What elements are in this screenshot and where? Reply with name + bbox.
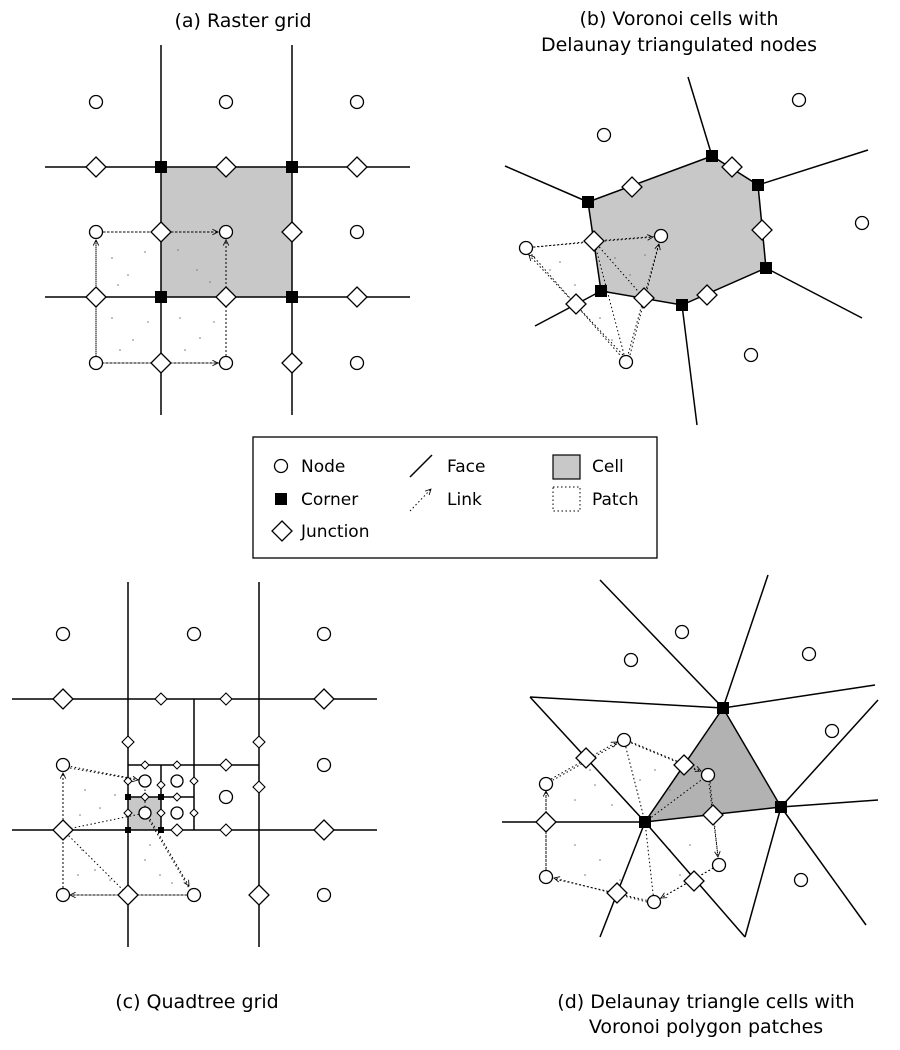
panel-c-corners [125,794,164,833]
panel-a-nodes [88,94,365,371]
panel-a-raster-grid [45,45,410,415]
panel-b-nodes [518,92,870,370]
legend-link-symbol [409,489,431,512]
panel-d-title-line-1: (d) Delaunay triangle cells with [557,991,854,1013]
panel-c-junctions-small [123,760,199,818]
panel-b-voronoi-grid [504,76,870,426]
panel-b-junctions [565,156,773,315]
panel-d-title-line-2: Voronoi polygon patches [589,1016,823,1038]
legend-junction-symbol [271,520,293,542]
legend-cell-label: Cell [592,457,624,477]
panel-a-junctions [85,156,368,374]
panel-c-nodes [55,626,332,903]
legend-junction-label: Junction [300,522,369,542]
panel-d-nodes [538,624,840,910]
panel-c-quadtree-grid [12,582,377,947]
panel-d-cell [645,708,781,822]
legend-corner-label: Corner [301,490,358,510]
panel-b-title-line-2: Delaunay triangulated nodes [541,34,817,56]
legend-face-label: Face [447,457,485,477]
legend: Node Corner Junction Face Link Cell Patc… [252,436,658,559]
legend-patch-label: Patch [592,490,639,510]
panel-a-title: (a) Raster grid [174,10,311,32]
panel-d-corners [639,702,787,828]
legend-node-symbol [273,458,289,474]
panel-d-delaunay-grid [502,574,879,938]
panel-b-cell [588,156,766,305]
panel-d-junctions [535,747,724,904]
panel-c-junctions-large [52,688,335,906]
panel-b-title-line-1: (b) Voronoi cells with [579,8,778,30]
panel-a-patch-stipple [111,249,215,351]
legend-link-label: Link [447,490,482,510]
legend-node-label: Node [301,457,345,477]
panel-b-corners [582,150,772,311]
panel-b-patch-stipple [549,254,646,341]
legend-box [252,436,658,559]
panel-c-junctions-medium [121,692,266,837]
panel-d-faces [502,574,879,938]
panel-c-patch-stipple [77,789,173,884]
legend-corner-symbol [275,493,287,505]
panel-a-corners [155,161,298,303]
panel-d-links [546,741,718,903]
legend-face-symbol [409,454,433,478]
legend-cell-symbol [552,454,581,480]
panel-b-patches [524,235,662,364]
legend-patch-symbol [552,486,581,512]
panel-c-title: (c) Quadtree grid [115,991,279,1013]
